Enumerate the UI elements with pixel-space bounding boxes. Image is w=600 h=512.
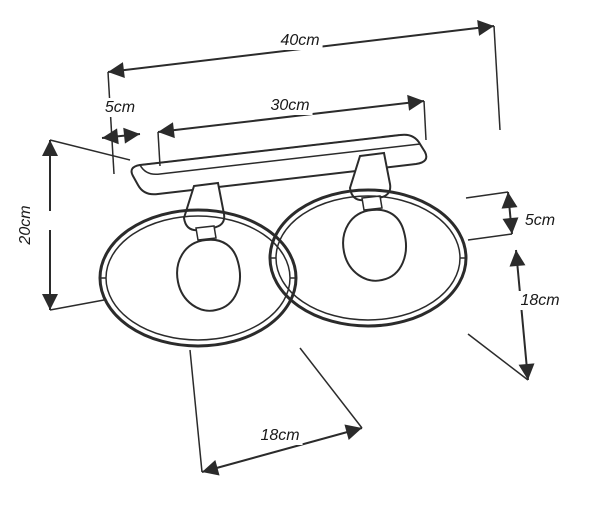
dim-label-left20: 20cm bbox=[17, 205, 34, 245]
dim-label-top30: 30cm bbox=[270, 97, 309, 114]
dim-arrow-right5 bbox=[508, 192, 512, 234]
dim-label-bottom18: 18cm bbox=[260, 427, 299, 444]
dim-label-top40: 40cm bbox=[280, 32, 319, 49]
lamp-fixture bbox=[100, 135, 466, 346]
dim-label-right5: 5cm bbox=[525, 212, 555, 229]
dim-arrow-right18 bbox=[516, 250, 528, 380]
extension-lines bbox=[50, 26, 528, 472]
dim-label-right18: 18cm bbox=[520, 292, 559, 309]
dim-label-top5: 5cm bbox=[105, 99, 135, 116]
dimension-drawing: 40cm 30cm 5cm 20cm 5cm 18cm 18cm bbox=[0, 0, 600, 512]
dimension-arrows bbox=[50, 26, 528, 472]
dim-arrow-top5 bbox=[102, 134, 140, 138]
